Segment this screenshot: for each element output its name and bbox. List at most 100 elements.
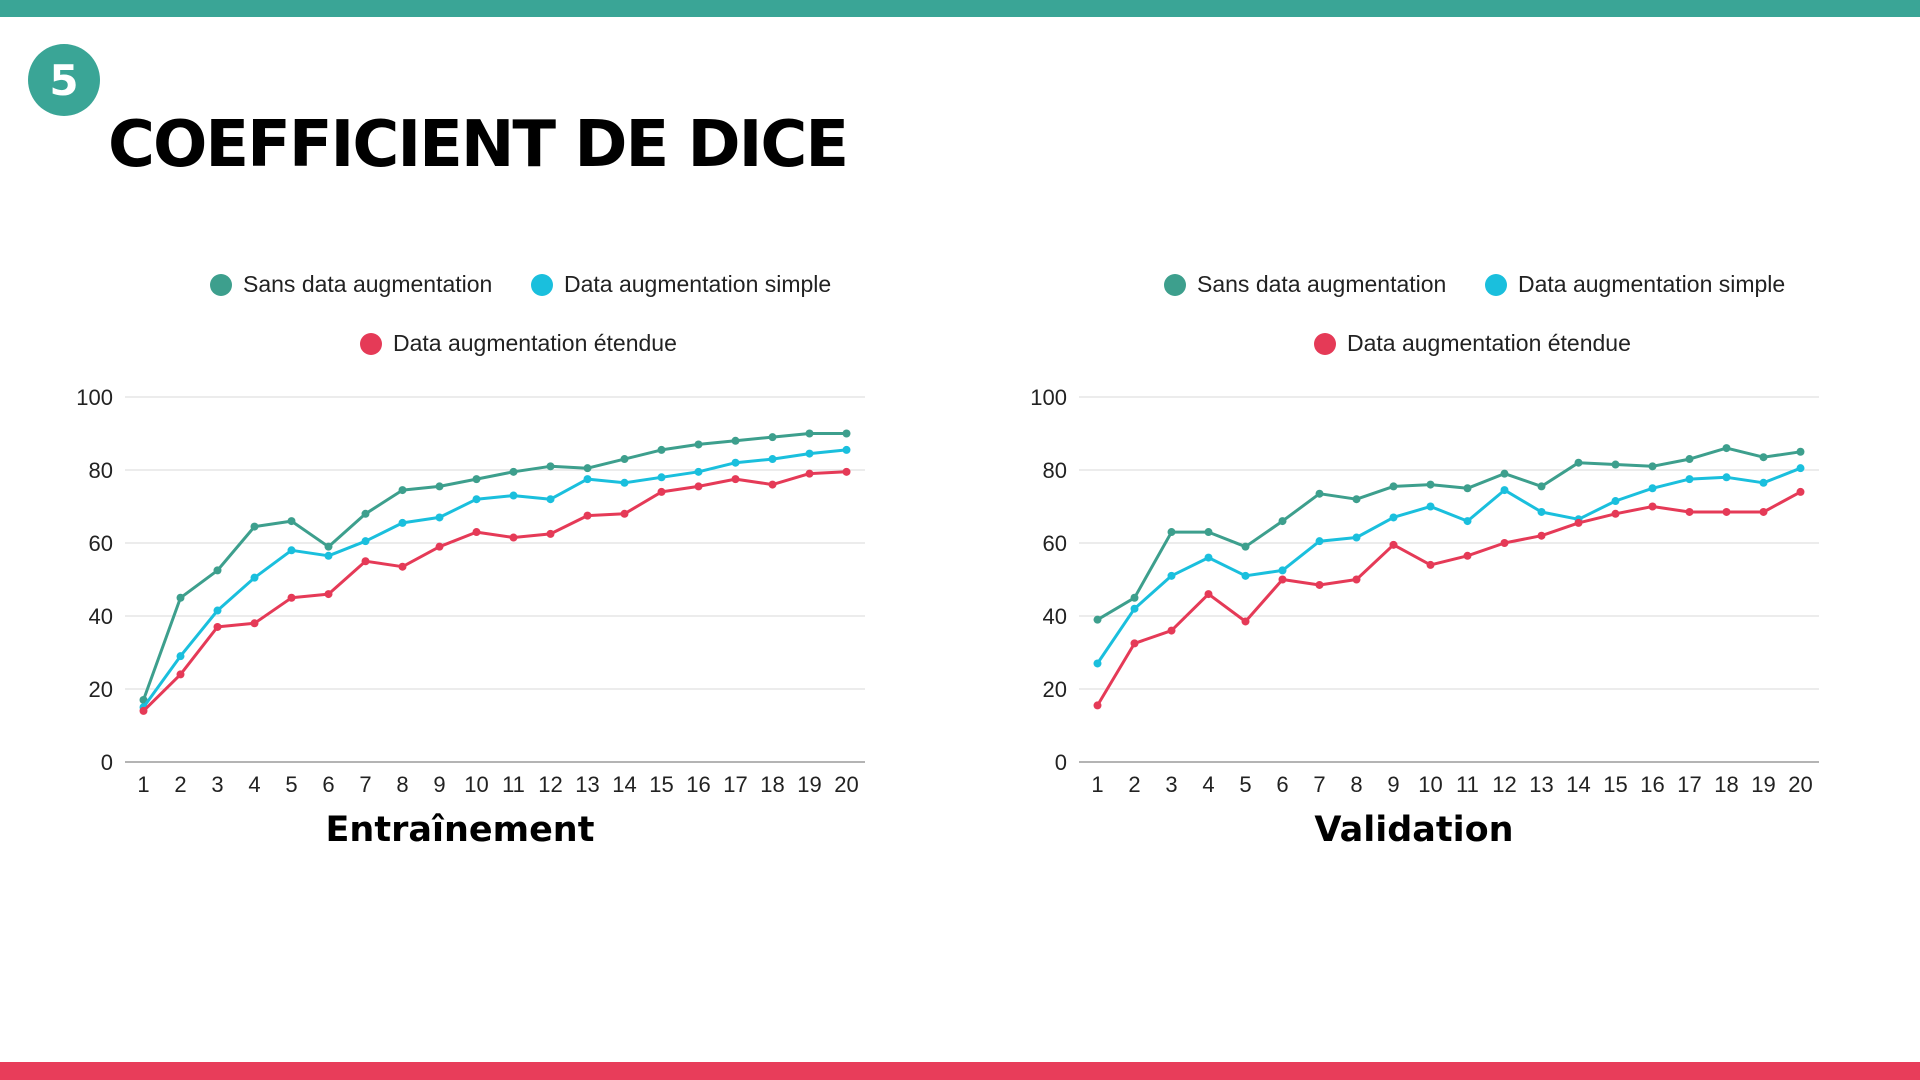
data-point-etendue xyxy=(620,509,629,518)
data-point-etendue xyxy=(1315,580,1324,589)
data-point-etendue xyxy=(1722,507,1731,516)
legend-swatch-sans xyxy=(210,273,232,296)
data-point-sans xyxy=(213,566,222,575)
x-tick-label: 1 xyxy=(137,772,149,795)
data-point-etendue xyxy=(139,706,148,715)
data-point-sans xyxy=(1352,495,1361,504)
data-point-simple xyxy=(324,551,333,560)
data-point-etendue xyxy=(731,475,740,484)
data-point-simple xyxy=(472,495,481,504)
data-point-etendue xyxy=(435,542,444,551)
data-point-simple xyxy=(1537,507,1546,516)
x-tick-label: 7 xyxy=(359,772,371,795)
legend-item-sans: Sans data augmentation xyxy=(210,271,492,298)
data-point-simple xyxy=(1685,475,1694,484)
slide-number-badge: 5 xyxy=(28,44,100,116)
data-point-simple xyxy=(842,445,851,454)
series-line-simple xyxy=(1096,466,1802,665)
data-point-etendue xyxy=(1463,551,1472,560)
data-point-simple xyxy=(435,513,444,522)
legend-swatch-simple xyxy=(1485,273,1507,296)
legend-swatch-etendue xyxy=(1314,332,1336,355)
data-point-etendue xyxy=(1759,507,1768,516)
x-tick-label: 18 xyxy=(760,772,784,795)
data-point-simple xyxy=(768,455,777,464)
series-line-sans xyxy=(142,432,847,701)
data-point-sans xyxy=(1500,469,1509,478)
data-point-etendue xyxy=(1685,507,1694,516)
data-point-simple xyxy=(1759,478,1768,487)
validation-chart-caption: Validation xyxy=(1314,810,1514,850)
data-point-etendue xyxy=(324,590,333,599)
legend-item-etendue: Data augmentation étendue xyxy=(360,330,677,357)
data-point-etendue xyxy=(287,593,296,602)
data-point-sans xyxy=(1722,444,1731,453)
training-chart: Sans data augmentation Data augmentation… xyxy=(50,265,870,875)
data-point-sans xyxy=(546,462,555,471)
data-point-simple xyxy=(1352,533,1361,542)
data-point-etendue xyxy=(1574,518,1583,527)
data-point-etendue xyxy=(1093,701,1102,710)
training-chart-legend: Sans data augmentation Data augmentation… xyxy=(50,265,870,375)
data-point-etendue xyxy=(1130,639,1139,648)
data-point-sans xyxy=(1537,482,1546,491)
data-point-sans xyxy=(1611,460,1620,469)
x-tick-label: 15 xyxy=(649,772,673,795)
data-point-simple xyxy=(1463,517,1472,526)
data-point-etendue xyxy=(250,619,259,628)
y-tick-label: 40 xyxy=(1043,604,1067,629)
legend-item-etendue: Data augmentation étendue xyxy=(1314,330,1631,357)
data-point-sans xyxy=(731,436,740,445)
series-line-etendue xyxy=(142,470,847,712)
x-tick-label: 11 xyxy=(502,772,525,795)
data-point-sans xyxy=(435,482,444,491)
x-tick-label: 4 xyxy=(248,772,260,795)
legend-label-etendue: Data augmentation étendue xyxy=(393,330,677,356)
data-point-simple xyxy=(1796,464,1805,473)
data-point-sans xyxy=(1648,462,1657,471)
data-point-sans xyxy=(768,433,777,442)
data-point-simple xyxy=(250,573,259,582)
y-tick-label: 100 xyxy=(76,385,113,410)
data-point-simple xyxy=(1389,513,1398,522)
data-point-etendue xyxy=(1426,560,1435,569)
data-point-etendue xyxy=(768,480,777,489)
x-tick-label: 3 xyxy=(211,772,223,795)
data-point-etendue xyxy=(361,557,370,566)
data-point-sans xyxy=(1167,528,1176,537)
data-point-etendue xyxy=(1167,626,1176,635)
data-point-etendue xyxy=(546,529,555,538)
data-point-etendue xyxy=(176,670,185,679)
y-tick-label: 40 xyxy=(89,604,113,629)
data-point-sans xyxy=(1574,458,1583,467)
data-point-sans xyxy=(620,455,629,464)
data-point-simple xyxy=(1315,537,1324,546)
data-point-etendue xyxy=(1389,540,1398,549)
x-tick-label: 16 xyxy=(686,772,710,795)
data-point-sans xyxy=(472,475,481,484)
x-tick-label: 2 xyxy=(1128,772,1140,795)
y-tick-label: 20 xyxy=(89,677,113,702)
data-point-sans xyxy=(1241,542,1250,551)
slide-number: 5 xyxy=(49,55,79,105)
data-point-simple xyxy=(1241,571,1250,580)
data-point-etendue xyxy=(694,482,703,491)
legend-swatch-etendue xyxy=(360,332,382,355)
x-tick-label: 20 xyxy=(834,772,858,795)
data-point-sans xyxy=(324,542,333,551)
legend-label-sans: Sans data augmentation xyxy=(1197,271,1447,297)
legend-label-simple: Data augmentation simple xyxy=(564,271,832,297)
data-point-simple xyxy=(583,475,592,484)
x-tick-label: 3 xyxy=(1165,772,1177,795)
data-point-simple xyxy=(694,467,703,476)
x-tick-label: 13 xyxy=(1529,772,1553,795)
x-tick-label: 9 xyxy=(1387,772,1399,795)
data-point-simple xyxy=(1278,566,1287,575)
data-point-simple xyxy=(1167,571,1176,580)
x-tick-label: 6 xyxy=(1276,772,1288,795)
data-point-etendue xyxy=(472,528,481,537)
data-point-simple xyxy=(1722,473,1731,482)
data-point-etendue xyxy=(1241,617,1250,626)
legend-item-sans: Sans data augmentation xyxy=(1164,271,1446,298)
